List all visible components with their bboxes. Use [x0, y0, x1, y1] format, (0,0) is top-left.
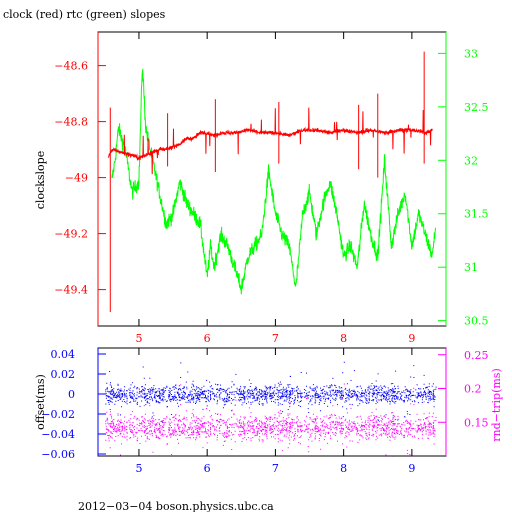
top-y-tick-label: −48.8 [54, 116, 88, 129]
top-y2-tick-label: 30.5 [464, 315, 489, 328]
footer-text: 2012−03−04 boson.physics.ubc.ca [78, 500, 274, 512]
top-y-tick-label: −49 [65, 172, 88, 185]
top-y2-tick-label: 32 [464, 154, 478, 167]
top-plot-frame [97, 31, 447, 327]
top-x-tick-label: 9 [408, 332, 415, 345]
bottom-y-axis-label: offset(ms) [34, 374, 47, 430]
bottom-y-tick-label: −0.02 [41, 408, 75, 421]
bottom-y2-axis-label: rnd−trip(ms) [490, 368, 503, 442]
rtc-series-line [111, 68, 437, 295]
bottom-y2-tick-label: 0.2 [464, 383, 482, 396]
bottom-y2-tick-label: 0.15 [464, 416, 489, 429]
top-x-tick-label: 6 [204, 332, 211, 345]
top-y2-tick-label: 31 [464, 261, 478, 274]
bottom-x-tick-label: 8 [340, 462, 347, 475]
top-y-tick-label: −49.4 [54, 284, 88, 297]
top-x-tick-label: 5 [135, 332, 142, 345]
bottom-y-tick-label: −0.06 [41, 448, 75, 461]
bottom-x-tick-label: 5 [135, 462, 142, 475]
top-y2-tick-label: 33 [464, 47, 478, 60]
bottom-y-tick-label: 0 [68, 388, 75, 401]
bottom-x-tick-label: 9 [408, 462, 415, 475]
bottom-x-tick-label: 7 [272, 462, 279, 475]
bottom-y-tick-label: 0.02 [51, 368, 76, 381]
top-x-tick-label: 7 [272, 332, 279, 345]
bottom-x-tick-label: 6 [204, 462, 211, 475]
top-y-tick-label: −48.6 [54, 60, 88, 73]
chart-title: clock (red) rtc (green) slopes [3, 8, 166, 21]
top-y2-tick-label: 31.5 [464, 208, 489, 221]
clock-series-line [107, 107, 433, 175]
bottom-y-tick-label: 0.04 [51, 348, 76, 361]
top-y2-tick-label: 32.5 [464, 101, 489, 114]
rndtrip-points [105, 383, 437, 457]
top-y-tick-label: −49.2 [54, 228, 88, 241]
top-x-tick-label: 8 [340, 332, 347, 345]
top-y-axis-label: clockslope [34, 151, 47, 209]
bottom-y2-tick-label: 0.25 [464, 349, 489, 362]
bottom-y-tick-label: −0.04 [41, 428, 75, 441]
offset-points [105, 361, 437, 423]
